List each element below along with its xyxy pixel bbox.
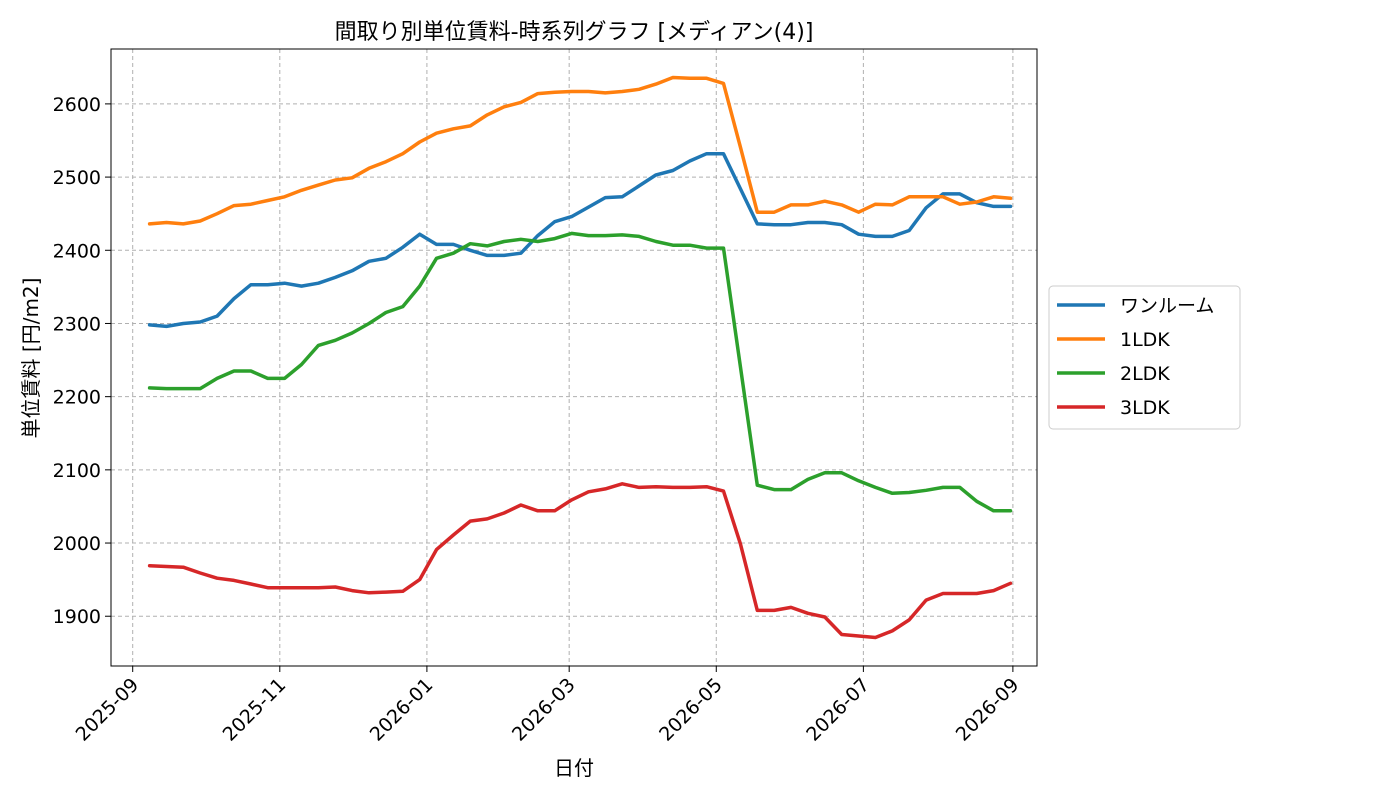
series-line-1	[147, 151, 1013, 329]
legend-label: 2LDK	[1120, 363, 1170, 385]
x-axis-title: 日付	[554, 756, 594, 780]
grid	[111, 49, 1037, 666]
y-tick-label: 2600	[53, 94, 101, 116]
legend-box	[1048, 285, 1241, 430]
plot-frame	[110, 48, 1038, 667]
series-line-4	[147, 482, 1013, 640]
legend: ワンルーム 1LDK 2LDK 3LDK	[1048, 285, 1241, 430]
y-tick-label: 2100	[53, 460, 101, 482]
y-tick-label: 2000	[53, 533, 101, 555]
y-tick-label: 2300	[53, 313, 101, 335]
y-axis: 1900 2000 2100 2200 2300 2400 2500 2600	[53, 94, 111, 628]
y-tick-label: 2500	[53, 167, 101, 189]
y-tick-label: 2400	[53, 240, 101, 262]
legend-label: 1LDK	[1120, 329, 1170, 351]
series-layer	[147, 75, 1013, 640]
series-line-3	[147, 231, 1013, 513]
y-tick-label: 2200	[53, 387, 101, 409]
legend-label: 3LDK	[1120, 397, 1170, 419]
y-tick-label: 1900	[53, 606, 101, 628]
chart-title: 間取り別単位賃料-時系列グラフ [メディアン(4)]	[335, 20, 814, 45]
legend-label: ワンルーム	[1120, 295, 1214, 317]
series-line-2	[147, 75, 1013, 226]
y-axis-title: 単位賃料 [円/m2]	[19, 278, 43, 439]
